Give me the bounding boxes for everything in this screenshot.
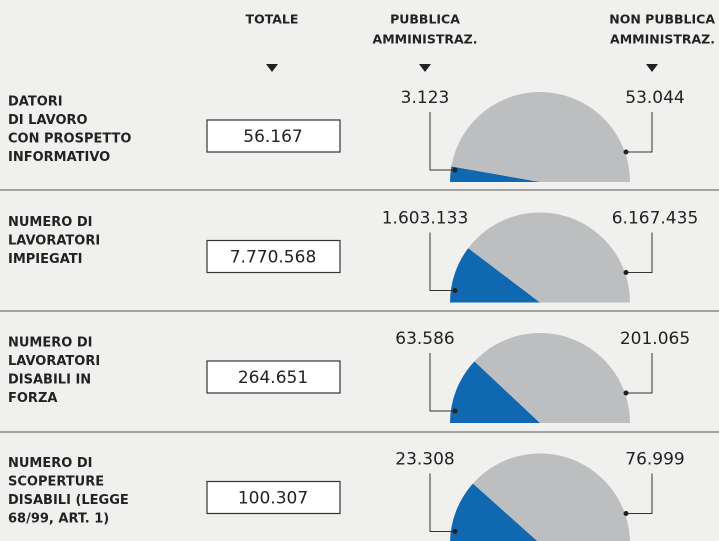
column-header: AMMINISTRAZ.: [610, 32, 715, 47]
total-box: [206, 480, 341, 515]
half-pie: [450, 333, 630, 423]
total-value: 7.770.568: [230, 248, 317, 268]
pie-segment: [472, 453, 630, 541]
value-label: 1.603.133: [382, 209, 469, 229]
total-value: 264.651: [238, 368, 308, 388]
value-label: 76.999: [625, 450, 684, 470]
total-box: [206, 119, 341, 153]
value-label: 3.123: [401, 88, 450, 108]
leader-line: [626, 112, 653, 153]
leader-line: [626, 353, 653, 394]
row-label: IMPIEGATI: [8, 252, 82, 267]
pie-segment: [450, 166, 540, 182]
leader-dot: [623, 270, 629, 275]
column-header: AMMINISTRAZ.: [373, 32, 478, 47]
row-label: DISABILI (LEGGE: [8, 493, 129, 508]
pie-segment: [450, 248, 540, 303]
leader-dot: [452, 529, 458, 534]
leader-dot: [452, 167, 458, 173]
leader-line: [626, 473, 653, 514]
pie-segment: [450, 483, 538, 541]
row-label: FORZA: [8, 391, 57, 406]
pie-segment: [468, 212, 630, 303]
half-pie: [450, 92, 630, 182]
value-label: 53.044: [625, 88, 684, 108]
column-header: NON PUBBLICA: [609, 12, 715, 27]
value-label: 63.586: [395, 329, 454, 349]
pie-segment: [450, 361, 540, 423]
row-label: NUMERO DI: [8, 215, 92, 230]
total-box: [206, 239, 341, 274]
leader-line: [429, 473, 455, 532]
column-header: TOTALE: [246, 12, 299, 27]
leader-line: [429, 353, 455, 412]
leader-line: [626, 232, 653, 273]
column-header: PUBBLICA: [390, 12, 460, 27]
value-label: 201.065: [620, 329, 690, 349]
row-label: INFORMATIVO: [8, 150, 110, 165]
total-value: 56.167: [243, 127, 302, 147]
leader-dot: [623, 511, 629, 516]
value-label: 23.308: [395, 450, 454, 470]
row-label: SCOPERTURE: [8, 475, 104, 490]
row-label: NUMERO DI: [8, 456, 92, 471]
total-box: [206, 360, 341, 394]
leader-dot: [623, 149, 629, 155]
total-value: 100.307: [238, 489, 308, 509]
row-label: LAVORATORI: [8, 354, 100, 369]
pie-segment: [474, 333, 630, 423]
row-label: DISABILI IN: [8, 373, 91, 388]
half-pie: [450, 453, 630, 541]
row-label: LAVORATORI: [8, 234, 100, 249]
leader-line: [429, 232, 455, 291]
leader-dot: [452, 408, 458, 414]
value-label: 6.167.435: [612, 209, 699, 229]
row-label: CON PROSPETTO: [8, 132, 131, 147]
half-pie: [450, 212, 630, 303]
leader-dot: [452, 288, 458, 293]
row-label: DATORI: [8, 95, 63, 110]
row-label: DI LAVORO: [8, 113, 88, 128]
leader-line: [429, 112, 455, 171]
row-label: 68/99, ART. 1): [8, 512, 109, 527]
leader-dot: [623, 390, 629, 396]
row-label: NUMERO DI: [8, 336, 92, 351]
pie-segment: [451, 92, 630, 182]
